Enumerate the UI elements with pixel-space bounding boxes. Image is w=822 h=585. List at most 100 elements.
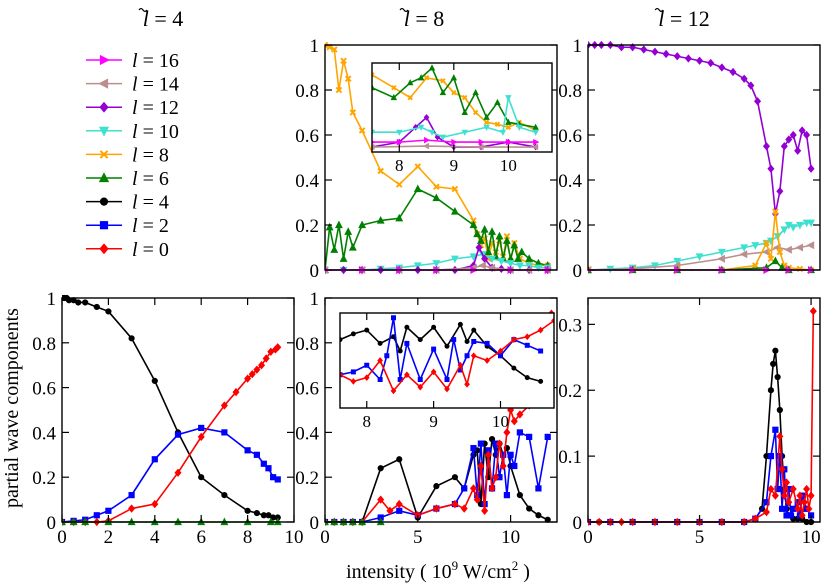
data-point-l2	[128, 492, 135, 499]
data-point-l12	[785, 135, 793, 144]
data-point-l0	[495, 439, 503, 448]
data-point-l2	[404, 340, 410, 346]
tilde-accent	[138, 7, 148, 13]
data-point-l0	[363, 374, 370, 381]
column-title-text: l = 4	[143, 6, 184, 31]
data-point-l4	[128, 335, 135, 342]
data-point-l8	[440, 78, 446, 84]
legend-label: l = 0	[132, 239, 169, 261]
panel-plot-area	[62, 294, 282, 527]
series-line-l14	[588, 244, 812, 271]
y-tick-label: 0.8	[295, 81, 319, 102]
y-tick-label: 0.4	[558, 171, 582, 192]
data-point-l2	[477, 440, 485, 447]
y-tick-label: 1	[310, 36, 320, 57]
data-point-l2	[444, 377, 450, 382]
data-point-l6	[495, 231, 504, 240]
data-point-l2	[516, 429, 523, 436]
data-point-l0	[800, 498, 808, 507]
legend-label: l = 10	[132, 121, 179, 143]
data-point-l8	[372, 72, 375, 78]
x-axis-label-unit: W/cm	[458, 561, 512, 583]
legend-label: l = 14	[132, 74, 179, 96]
data-point-l4	[767, 387, 775, 394]
data-point-l0	[499, 461, 507, 471]
data-point-l8	[407, 94, 413, 101]
y-tick-label: 0	[573, 261, 583, 282]
data-point-l8	[395, 181, 403, 188]
data-point-l8	[423, 75, 430, 81]
data-point-l2	[461, 485, 468, 492]
data-point-l4	[151, 377, 158, 384]
y-tick-label: 0.8	[558, 81, 582, 102]
top-mid-frame	[324, 44, 558, 271]
y-tick-label: 0	[573, 513, 583, 534]
data-point-l10	[497, 257, 506, 266]
data-point-l0	[785, 498, 793, 507]
legend-entry-l12: l = 12	[86, 97, 179, 119]
tilde-accent	[399, 7, 409, 13]
x-tick-label: 10	[492, 412, 509, 431]
data-point-l2	[391, 315, 396, 321]
data-point-l6	[428, 64, 436, 71]
data-point-l0	[783, 478, 791, 487]
x-tick-label: 9	[429, 412, 438, 431]
column-title-symbol: l	[404, 6, 410, 31]
y-tick-label: 0.2	[558, 216, 582, 237]
data-point-l0	[803, 484, 811, 494]
data-point-l0	[807, 491, 815, 500]
data-point-l0	[451, 499, 459, 509]
data-point-l0	[267, 347, 275, 356]
data-point-l4	[93, 303, 100, 311]
inset-top-mid-series-l8	[372, 72, 539, 133]
data-point-l0	[395, 499, 403, 509]
column-title-symbol: l	[658, 6, 664, 31]
data-point-l12	[481, 254, 489, 263]
data-point-l2	[221, 429, 228, 436]
data-point-l10	[505, 95, 512, 102]
data-point-l0	[524, 333, 531, 341]
data-point-l6	[325, 222, 334, 231]
x-tick-label: 0	[583, 527, 593, 548]
data-point-l0	[390, 387, 397, 395]
data-point-l12	[707, 58, 715, 68]
data-point-l4	[772, 347, 779, 354]
legend-marker	[99, 243, 109, 255]
column-title-symbol: l	[143, 6, 149, 31]
data-point-l14	[795, 243, 804, 252]
legend-marker	[99, 54, 110, 66]
data-point-l10	[795, 221, 804, 230]
data-point-l6	[532, 123, 539, 130]
data-point-l6	[376, 216, 385, 224]
column-title-2: l = 12	[654, 6, 710, 31]
data-point-l14	[477, 143, 484, 151]
series-line-l2	[62, 427, 279, 523]
data-point-l2	[151, 456, 158, 463]
data-point-l0	[497, 347, 504, 355]
data-point-l8	[358, 127, 366, 134]
legend-entry-l0: l = 0	[86, 239, 169, 261]
data-point-l12	[776, 187, 784, 196]
data-point-l6	[450, 207, 459, 215]
legend-label: l = 6	[132, 168, 169, 190]
data-point-l8	[377, 167, 384, 175]
data-point-l0	[253, 365, 261, 374]
data-point-l12	[729, 67, 737, 77]
data-point-l14	[784, 245, 792, 254]
data-point-l2	[198, 424, 205, 432]
data-point-l6	[406, 79, 414, 86]
data-point-l0	[776, 432, 784, 441]
data-point-l10	[717, 248, 726, 257]
data-point-l6	[339, 254, 348, 262]
data-point-l6	[358, 220, 367, 229]
data-point-l6	[469, 220, 478, 229]
data-point-l10	[499, 129, 507, 136]
data-point-l12	[696, 56, 704, 65]
data-point-l6	[473, 229, 482, 238]
data-point-l12	[767, 164, 775, 173]
data-point-l10	[532, 129, 539, 136]
data-point-l10	[789, 224, 798, 232]
data-point-l0	[350, 378, 357, 385]
y-tick-label: 1	[310, 289, 320, 310]
data-point-l0	[444, 385, 450, 393]
